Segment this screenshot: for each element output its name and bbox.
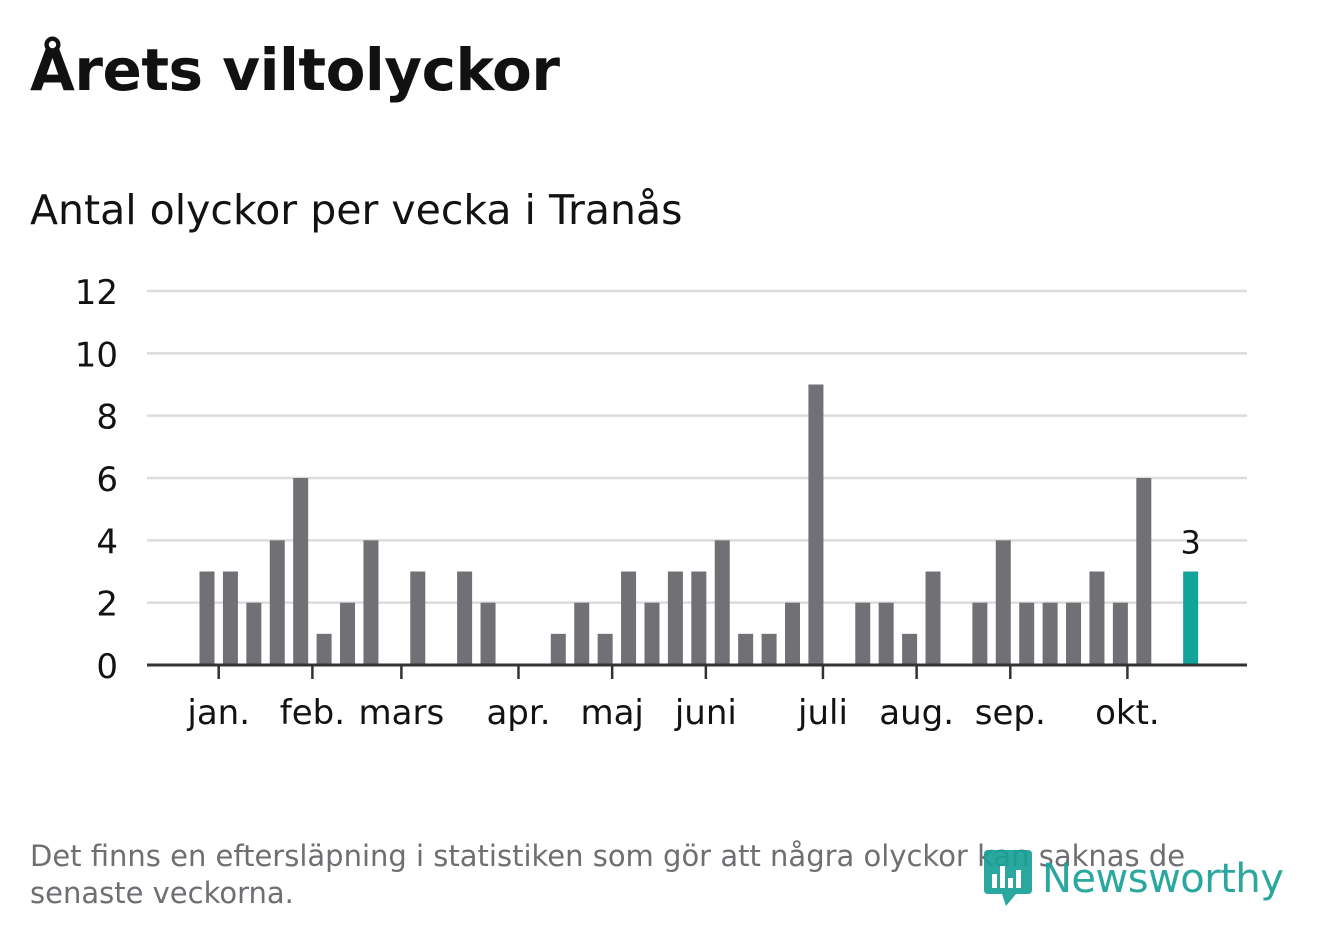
bar [1089,571,1105,665]
bar [222,571,238,665]
y-tick-label: 12 [75,273,118,313]
y-tick-label: 6 [96,460,118,500]
chart-subtitle: Antal olyckor per vecka i Tranås [30,186,683,234]
bar [1019,602,1035,665]
x-tick-label: juli [797,693,848,733]
bar [410,571,426,665]
y-tick-label: 0 [96,647,118,687]
bar [1042,602,1058,665]
bar [457,571,473,665]
bar [785,602,800,665]
bar [644,602,660,665]
bar [269,540,285,665]
bar [667,571,683,665]
newsworthy-chart-bubble-icon [984,850,1032,906]
bar [340,602,356,665]
bar [808,384,824,665]
bar-chart: 0 2 4 6 8 10 12 jan. feb. mars apr. maj juni juli aug… [75,273,1247,733]
bar [293,478,309,665]
grid-lines [147,289,1247,604]
x-tick-label: mars [359,693,445,733]
bar [855,602,871,665]
chart-title: Årets viltolyckor [30,36,560,104]
bar [480,602,496,665]
bar [597,633,613,665]
x-tick-label: maj [580,693,643,733]
x-tick-label: apr. [486,693,550,733]
x-tick-label: okt. [1095,693,1160,733]
bar [574,602,590,665]
bar [550,633,566,665]
bars [199,384,1199,665]
bar [691,571,707,665]
bar [1136,478,1152,665]
highlight-value-label: 3 [1180,524,1200,562]
x-tick-label: juni [674,693,737,733]
bar [621,571,637,665]
bar [316,633,332,665]
x-tick-label: jan. [186,693,250,733]
bar [925,571,941,665]
bar [363,540,379,665]
bar [246,602,262,665]
bar [1066,602,1082,665]
y-tick-label: 10 [75,335,118,375]
newsworthy-logo[interactable]: Newsworthy [982,848,1284,910]
bar [761,633,777,665]
x-tick-label: feb. [280,693,345,733]
y-tick-label: 8 [96,398,118,438]
bar [714,540,730,665]
bar [199,571,215,665]
y-tick-label: 4 [96,522,118,562]
bar [902,633,918,665]
bar-highlight [1183,571,1199,665]
bar [995,540,1011,665]
x-tick-label: sep. [975,693,1046,733]
y-tick-label: 2 [96,585,118,625]
logo-text: Newsworthy [1042,856,1284,902]
bar [972,602,988,665]
bar [878,602,894,665]
bar [1112,602,1128,665]
x-axis-ticks: jan. feb. mars apr. maj juni juli aug. sep. okt. [186,665,1160,733]
y-axis-ticks: 0 2 4 6 8 10 12 [75,273,118,687]
bar [738,633,754,665]
data-labels: 3 [1180,524,1200,562]
x-tick-label: aug. [879,693,954,733]
